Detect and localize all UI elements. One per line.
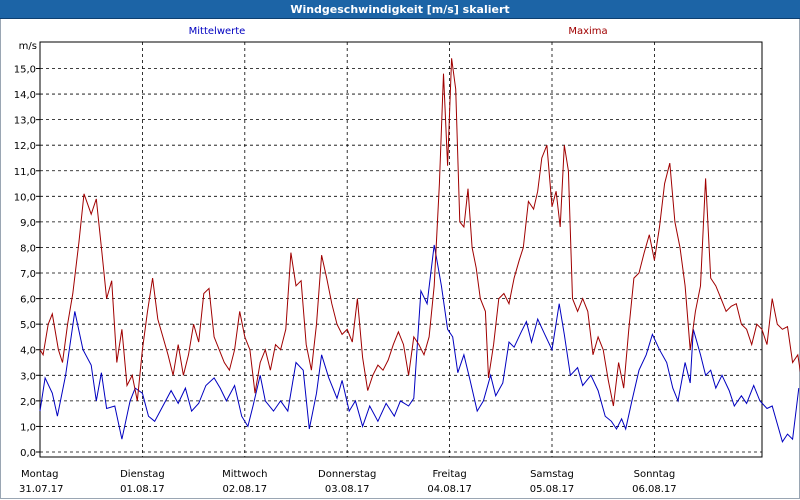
y-axis-label: m/s [19,41,37,52]
legend-mittelwerte: Mittelwerte [189,26,246,37]
series-line-maxima [39,58,800,407]
y-tick-label: 13,0 [14,116,36,127]
y-tick-label: 0,0 [20,448,36,459]
y-tick-label: 3,0 [20,371,36,382]
y-tick-label: 1,0 [20,422,36,433]
x-tick-day-label: Sonntag [634,469,676,480]
x-tick-day-label: Freitag [432,469,466,480]
y-tick-label: 10,0 [14,192,36,203]
x-tick-day-label: Montag [21,469,58,480]
y-tick-label: 11,0 [14,167,36,178]
plot-area-border [39,41,763,458]
chart-title: Windgeschwindigkeit [m/s] skaliert [290,2,510,16]
x-tick-day-label: Mittwoch [222,469,267,480]
series-line-mittelwerte [39,244,800,443]
y-tick-label: 7,0 [20,269,36,280]
y-tick-label: 12,0 [14,141,36,152]
x-tick-date-label: 04.08.17 [427,484,472,495]
y-tick-label: 9,0 [20,218,36,229]
x-tick-date-label: 02.08.17 [223,484,268,495]
y-tick-label: 4,0 [20,346,36,357]
x-tick-day-label: Donnerstag [318,469,376,480]
x-tick-day-label: Samstag [530,469,574,480]
x-tick-date-label: 03.08.17 [325,484,370,495]
y-tick-label: 14,0 [14,90,36,101]
y-tick-label: 2,0 [20,397,36,408]
y-tick-label: 5,0 [20,320,36,331]
y-tick-label: 15,0 [14,65,36,76]
x-tick-date-label: 01.08.17 [120,484,165,495]
x-tick-date-label: 31.07.17 [19,484,64,495]
x-tick-date-label: 05.08.17 [530,484,575,495]
x-tick-day-label: Dienstag [120,469,165,480]
x-tick-date-label: 06.08.17 [632,484,677,495]
chart-title-bar: Windgeschwindigkeit [m/s] skaliert [0,0,800,19]
y-tick-label: 8,0 [20,243,36,254]
y-tick-label: 6,0 [20,295,36,306]
legend-maxima: Maxima [568,26,607,37]
